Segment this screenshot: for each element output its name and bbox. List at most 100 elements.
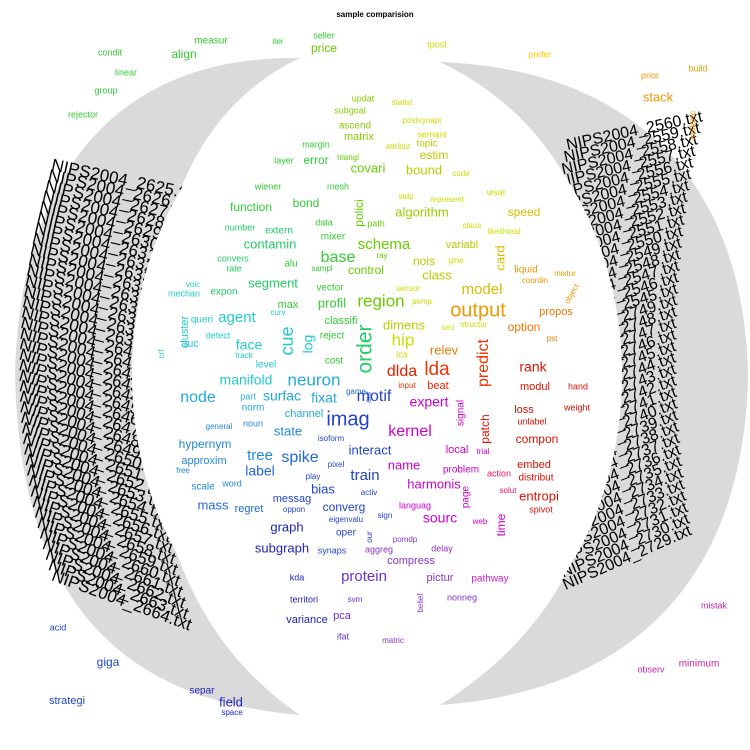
word-field: field <box>219 694 243 709</box>
word-cost: cost <box>325 356 344 367</box>
word-trial: trial <box>477 447 490 456</box>
word-activ: activ <box>361 488 377 497</box>
word-action: action <box>487 468 511 478</box>
word-build: build <box>688 63 707 73</box>
word-modul: modul <box>520 381 550 393</box>
word-margin: margin <box>302 139 330 149</box>
word-voic: voic <box>186 280 200 289</box>
central-word-disc <box>132 65 622 685</box>
word-option: option <box>508 320 541 334</box>
word-updat: updat <box>352 93 375 103</box>
word-imag: imag <box>326 408 369 430</box>
word-tree: tree <box>247 447 273 464</box>
word-queri: queri <box>191 315 213 326</box>
word-ray: ray <box>376 251 387 260</box>
word-subgraph: subgraph <box>255 540 309 555</box>
word-protein: protein <box>341 568 387 585</box>
word-mixtur: mixtur <box>554 269 576 278</box>
word-level: level <box>256 360 277 371</box>
word-hip: hip <box>392 330 415 349</box>
word-glrw: glrw <box>449 256 464 265</box>
word-fixat: fixat <box>311 390 337 406</box>
word-instanc: instanc <box>687 110 697 139</box>
word-dimens: dimens <box>383 317 425 332</box>
word-iter: iter <box>272 37 283 46</box>
word-territori: territori <box>290 594 318 604</box>
word-code: code <box>452 169 470 178</box>
word-hand: hand <box>568 381 588 391</box>
word-stack: stack <box>643 89 674 104</box>
word-group: group <box>94 85 117 95</box>
word-mass: mass <box>197 497 229 512</box>
word-eigenvalu: eigenvalu <box>329 515 363 524</box>
word-mistak: mistak <box>701 600 728 610</box>
word-path: path <box>367 218 385 228</box>
word-bias: bias <box>311 481 335 496</box>
word-matrix: matrix <box>344 131 374 143</box>
word-error: error <box>303 153 328 167</box>
word-oper: oper <box>336 528 357 539</box>
word-regret: regret <box>235 503 264 515</box>
word-dlda: dlda <box>387 363 417 380</box>
word-svm: svm <box>348 595 363 604</box>
word-convers: convers <box>217 253 249 263</box>
word-space: space <box>221 708 243 717</box>
word-loss: loss <box>514 404 534 416</box>
word-pictur: pictur <box>427 572 454 584</box>
word-ica: ica <box>396 349 408 359</box>
word-sampl: sampl <box>311 264 333 273</box>
word-segment: segment <box>248 275 298 290</box>
word-graph: graph <box>270 519 303 534</box>
word-max: max <box>278 299 299 311</box>
word-word: word <box>221 478 242 488</box>
word-base: base <box>321 249 356 266</box>
word-oppon: oppon <box>283 505 305 514</box>
word-linear: linear <box>115 67 137 77</box>
word-control: control <box>348 263 384 277</box>
word-ifat: ifat <box>337 631 350 641</box>
word-label: label <box>245 463 275 479</box>
word-align: align <box>171 47 196 61</box>
word-alu: alu <box>284 259 297 270</box>
word-prefer: prefer <box>528 49 552 59</box>
word-triangl: triangl <box>337 153 359 162</box>
word-norm: norm <box>242 403 265 414</box>
word-card: card <box>492 245 507 270</box>
word-vector: vector <box>316 283 344 294</box>
word-pomdp: pomdp <box>393 535 418 544</box>
word-ascend: ascend <box>339 121 371 132</box>
word-local: local <box>446 444 469 456</box>
word-harmonis: harmonis <box>407 476 461 491</box>
word-polici: polici <box>352 199 366 226</box>
word-converg: converg <box>323 500 366 514</box>
word-seri: seri <box>442 323 455 332</box>
word-contamin: contamin <box>244 236 297 251</box>
word-unlabel: unlabel <box>517 416 546 426</box>
word-pathway: pathway <box>471 574 508 585</box>
word-weight: weight <box>563 402 591 412</box>
word-kernel: kernel <box>388 423 432 440</box>
word-data: data <box>315 217 333 227</box>
word-stdp: stdp <box>398 192 414 201</box>
word-our: our <box>365 531 374 543</box>
word-number: number <box>225 222 256 232</box>
word-log: log <box>300 335 316 354</box>
word-wsat: wsat <box>486 187 506 197</box>
word-spike: spike <box>281 449 318 466</box>
word-auc: auc <box>181 338 199 350</box>
word-classifi: classifi <box>324 315 357 327</box>
word-noun: noun <box>243 418 263 428</box>
word-patch: patch <box>478 414 492 443</box>
word-pemp: pemp <box>412 297 433 306</box>
word-variance: variance <box>286 614 328 626</box>
word-pst: pst <box>547 334 558 343</box>
word-speed: speed <box>508 205 541 219</box>
word-part: part <box>240 391 256 401</box>
word-wiener: wiener <box>254 181 282 191</box>
word-face: face <box>236 337 263 353</box>
word-scale: scale <box>191 482 215 493</box>
word-strategi: strategi <box>49 695 85 707</box>
word-sourc: sourc <box>423 510 457 526</box>
word-general: general <box>206 422 233 431</box>
word-isoform: isoform <box>318 434 345 443</box>
